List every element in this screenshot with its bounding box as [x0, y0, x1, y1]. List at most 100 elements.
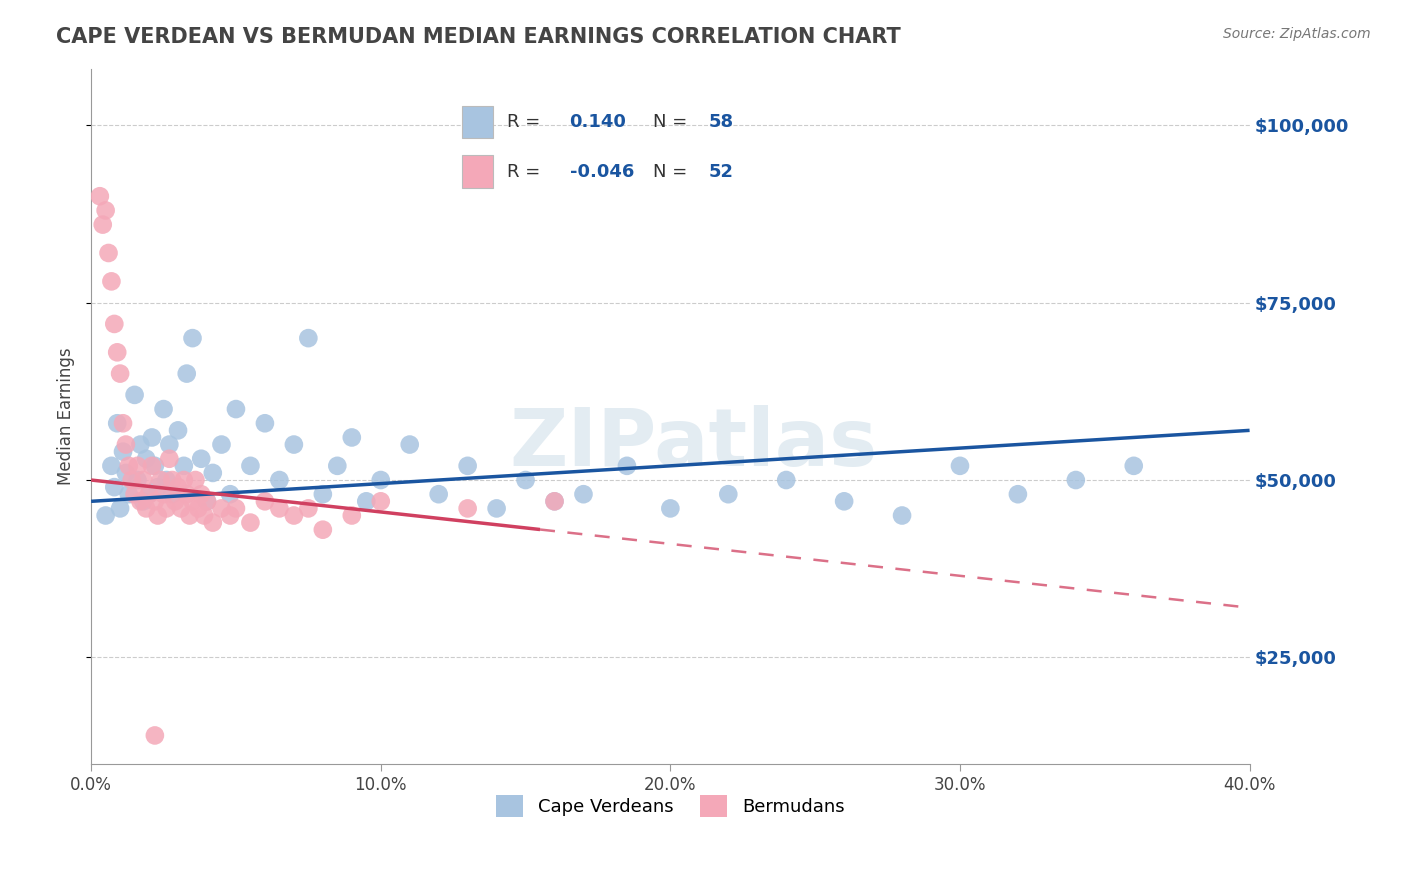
Point: [201, 466, 224, 480]
Point: [155, 473, 177, 487]
Point: [193, 508, 215, 523]
Point: [138, 487, 160, 501]
Point: [211, 437, 233, 451]
Point: [832, 494, 855, 508]
Point: [211, 501, 233, 516]
Point: [253, 417, 276, 431]
Point: [127, 473, 149, 487]
Point: [141, 458, 163, 473]
Point: [515, 473, 537, 487]
Y-axis label: Median Earnings: Median Earnings: [58, 347, 75, 485]
Point: [91, 218, 114, 232]
Point: [190, 487, 212, 501]
Point: [127, 458, 149, 473]
Point: [179, 508, 201, 523]
Point: [312, 487, 335, 501]
Point: [100, 274, 122, 288]
Point: [225, 402, 247, 417]
Point: [190, 451, 212, 466]
Point: [108, 367, 131, 381]
Point: [891, 508, 914, 523]
Text: Source: ZipAtlas.com: Source: ZipAtlas.com: [1223, 27, 1371, 41]
Point: [181, 494, 204, 508]
Point: [111, 444, 134, 458]
Point: [1122, 458, 1144, 473]
Point: [176, 487, 198, 501]
Point: [157, 437, 180, 451]
Point: [616, 458, 638, 473]
Point: [717, 487, 740, 501]
Point: [370, 473, 392, 487]
Point: [427, 487, 450, 501]
Point: [283, 508, 305, 523]
Point: [111, 417, 134, 431]
Point: [146, 508, 169, 523]
Text: ZIPatlas: ZIPatlas: [509, 405, 877, 483]
Point: [105, 417, 128, 431]
Point: [543, 494, 565, 508]
Point: [219, 508, 242, 523]
Point: [115, 437, 138, 451]
Point: [135, 501, 157, 516]
Point: [239, 516, 262, 530]
Point: [297, 501, 319, 516]
Point: [141, 430, 163, 444]
Point: [187, 501, 209, 516]
Point: [1064, 473, 1087, 487]
Point: [94, 203, 117, 218]
Point: [167, 423, 190, 437]
Point: [138, 487, 160, 501]
Point: [176, 367, 198, 381]
Point: [143, 458, 166, 473]
Point: [124, 487, 146, 501]
Point: [94, 508, 117, 523]
Point: [326, 458, 349, 473]
Point: [253, 494, 276, 508]
Point: [105, 345, 128, 359]
Point: [143, 728, 166, 742]
Point: [89, 189, 111, 203]
Point: [283, 437, 305, 451]
Point: [149, 473, 172, 487]
Point: [173, 458, 195, 473]
Point: [297, 331, 319, 345]
Point: [356, 494, 378, 508]
Point: [398, 437, 420, 451]
Legend: Cape Verdeans, Bermudans: Cape Verdeans, Bermudans: [489, 788, 852, 824]
Point: [143, 494, 166, 508]
Point: [181, 331, 204, 345]
Point: [135, 451, 157, 466]
Point: [173, 473, 195, 487]
Point: [340, 508, 363, 523]
Point: [775, 473, 797, 487]
Point: [121, 473, 143, 487]
Text: CAPE VERDEAN VS BERMUDAN MEDIAN EARNINGS CORRELATION CHART: CAPE VERDEAN VS BERMUDAN MEDIAN EARNINGS…: [56, 27, 901, 46]
Point: [485, 501, 508, 516]
Point: [118, 458, 141, 473]
Point: [129, 494, 152, 508]
Point: [312, 523, 335, 537]
Point: [195, 494, 218, 508]
Point: [659, 501, 682, 516]
Point: [457, 501, 479, 516]
Point: [949, 458, 972, 473]
Point: [115, 466, 138, 480]
Point: [170, 501, 193, 516]
Point: [162, 487, 184, 501]
Point: [124, 388, 146, 402]
Point: [118, 487, 141, 501]
Point: [165, 494, 187, 508]
Point: [543, 494, 565, 508]
Point: [152, 487, 174, 501]
Point: [184, 473, 207, 487]
Point: [103, 317, 125, 331]
Point: [129, 437, 152, 451]
Point: [132, 494, 155, 508]
Point: [201, 516, 224, 530]
Point: [219, 487, 242, 501]
Point: [162, 473, 184, 487]
Point: [239, 458, 262, 473]
Point: [157, 451, 180, 466]
Point: [1007, 487, 1029, 501]
Point: [457, 458, 479, 473]
